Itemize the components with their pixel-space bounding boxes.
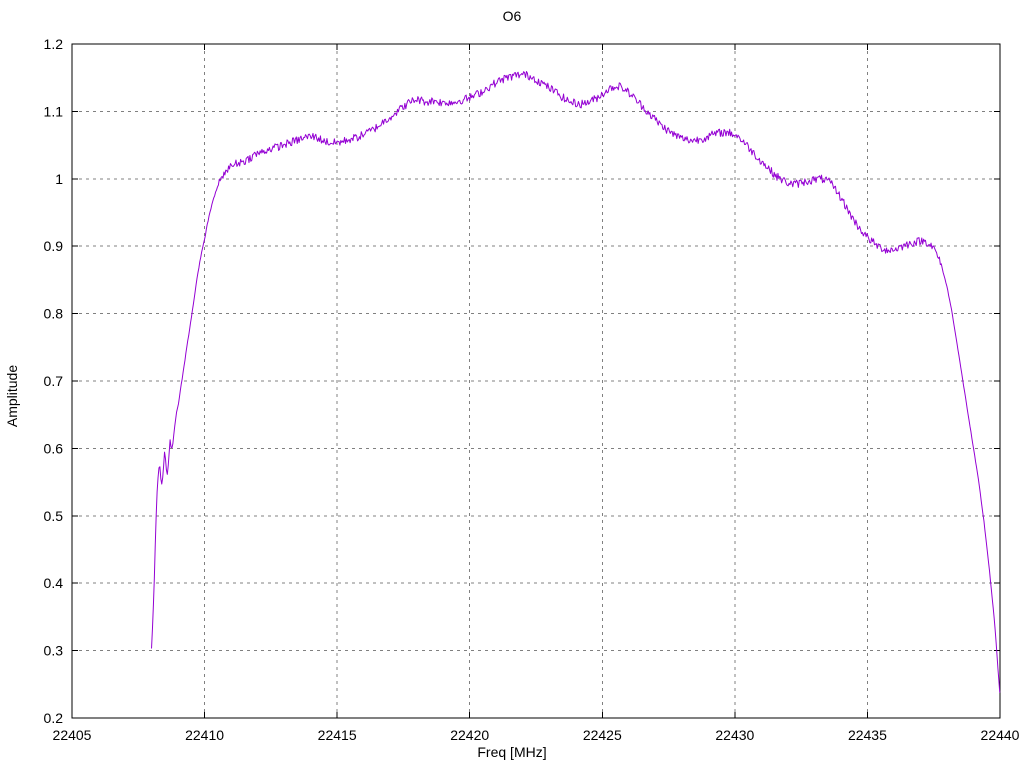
x-tick-label: 22410 (185, 727, 224, 743)
x-tick-label: 22420 (450, 727, 489, 743)
y-tick-label: 0.7 (44, 373, 64, 389)
x-axis-label: Freq [MHz] (477, 744, 547, 760)
axis-ticks: 0.2 0.3 0.4 0.5 0.6 0.7 0.8 0.9 1 1.1 1.2 22405 2241… (44, 36, 1020, 743)
y-tick-label: 0.6 (44, 440, 64, 456)
y-tick-label: 1.2 (44, 36, 64, 52)
y-tick-label: 1.1 (44, 103, 64, 119)
y-tick-label: 0.9 (44, 238, 64, 254)
x-tick-label: 22415 (318, 727, 357, 743)
series-line (151, 71, 1001, 693)
x-tick-label: 22425 (583, 727, 622, 743)
y-tick-label: 0.2 (44, 710, 64, 726)
x-tick-label: 22435 (848, 727, 887, 743)
y-tick-label: 1 (55, 171, 63, 187)
gridlines (72, 44, 1000, 718)
y-axis-label-wrap: Amplitude (0, 340, 24, 460)
y-tick-label: 0.4 (44, 575, 64, 591)
x-tick-label: 22440 (981, 727, 1020, 743)
y-tick-label: 0.8 (44, 306, 64, 322)
x-tick-label: 22430 (715, 727, 754, 743)
data-series (151, 71, 1001, 693)
x-tick-label: 22405 (53, 727, 92, 743)
y-axis-label: Amplitude (4, 364, 20, 428)
y-tick-label: 0.3 (44, 643, 64, 659)
y-tick-label: 0.5 (44, 508, 64, 524)
chart-title: O6 (502, 8, 522, 24)
